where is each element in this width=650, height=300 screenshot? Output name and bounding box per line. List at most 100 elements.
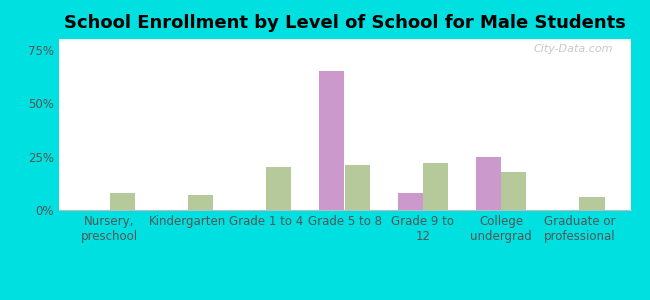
Bar (58, 40, 630, 42)
Bar (58, 41, 630, 42)
Bar (58, 40, 630, 41)
Bar (58, 40, 630, 42)
Bar (58, 40, 630, 41)
Bar (58, 41, 630, 42)
Bar (58, 39, 630, 41)
Bar (58, 40, 630, 41)
Bar (58, 40, 630, 41)
Bar (58, 40, 630, 41)
Bar (58, 39, 630, 41)
Bar (58, 39, 630, 41)
Bar (58, 39, 630, 41)
Bar (58, 40, 630, 42)
Bar (58, 40, 630, 41)
Bar (58, 40, 630, 42)
Bar (58, 40, 630, 42)
Bar (58, 40, 630, 42)
Bar (58, 40, 630, 42)
Bar (58, 40, 630, 42)
Bar (58, 40, 630, 42)
Bar (58, 40, 630, 42)
Bar (58, 40, 630, 42)
Bar (58, 40, 630, 41)
Bar (58, 40, 630, 42)
Bar (398, 193, 423, 210)
Bar (58, 40, 630, 42)
Bar (58, 39, 630, 41)
Bar (58, 39, 630, 41)
Bar (58, 39, 630, 41)
Bar (58, 39, 630, 41)
Bar (58, 40, 630, 42)
Bar (501, 172, 526, 210)
Bar (58, 39, 630, 41)
Bar (58, 40, 630, 42)
Bar (58, 40, 630, 42)
Bar (110, 193, 135, 210)
Bar (58, 39, 630, 41)
Bar (58, 40, 630, 41)
Bar (58, 40, 630, 42)
Bar (58, 40, 630, 41)
Title: School Enrollment by Level of School for Male Students: School Enrollment by Level of School for… (64, 14, 625, 32)
Bar (319, 71, 344, 210)
Bar (58, 40, 630, 42)
Bar (58, 40, 630, 41)
Bar (58, 40, 630, 41)
Bar (58, 40, 630, 42)
Bar (58, 40, 630, 42)
Bar (58, 40, 630, 42)
Bar (58, 39, 630, 41)
Bar (58, 40, 630, 41)
Bar (58, 40, 630, 42)
Bar (58, 40, 630, 41)
Bar (58, 40, 630, 42)
Bar (58, 40, 630, 42)
Bar (58, 40, 630, 42)
Bar (422, 163, 448, 210)
Bar (58, 40, 630, 42)
Bar (58, 40, 630, 41)
Bar (58, 40, 630, 42)
Bar (58, 40, 630, 42)
Bar (58, 39, 630, 41)
Bar (58, 40, 630, 42)
Bar (58, 40, 630, 42)
Bar (58, 40, 630, 42)
Bar (58, 40, 630, 42)
Bar (58, 40, 630, 42)
Bar (58, 40, 630, 42)
Bar (58, 39, 630, 41)
Bar (58, 40, 630, 41)
Bar (58, 39, 630, 41)
Bar (266, 167, 291, 210)
Bar (58, 39, 630, 41)
Bar (58, 40, 630, 42)
Bar (58, 40, 630, 42)
Bar (58, 39, 630, 41)
Bar (58, 40, 630, 42)
Bar (58, 39, 630, 41)
Bar (58, 40, 630, 42)
Bar (58, 40, 630, 41)
Bar (58, 40, 630, 41)
Text: City-Data.com: City-Data.com (534, 44, 614, 54)
Bar (58, 40, 630, 42)
Bar (58, 40, 630, 41)
Bar (58, 40, 630, 41)
Bar (188, 195, 213, 210)
Bar (58, 40, 630, 42)
Bar (58, 40, 630, 41)
Bar (58, 40, 630, 42)
Bar (58, 39, 630, 41)
Bar (58, 40, 630, 41)
Bar (58, 40, 630, 42)
Bar (58, 39, 630, 41)
Bar (58, 39, 630, 41)
Bar (58, 39, 630, 41)
Bar (58, 39, 630, 41)
Bar (58, 39, 630, 41)
Bar (58, 39, 630, 41)
Bar (58, 41, 630, 42)
Bar (58, 40, 630, 42)
